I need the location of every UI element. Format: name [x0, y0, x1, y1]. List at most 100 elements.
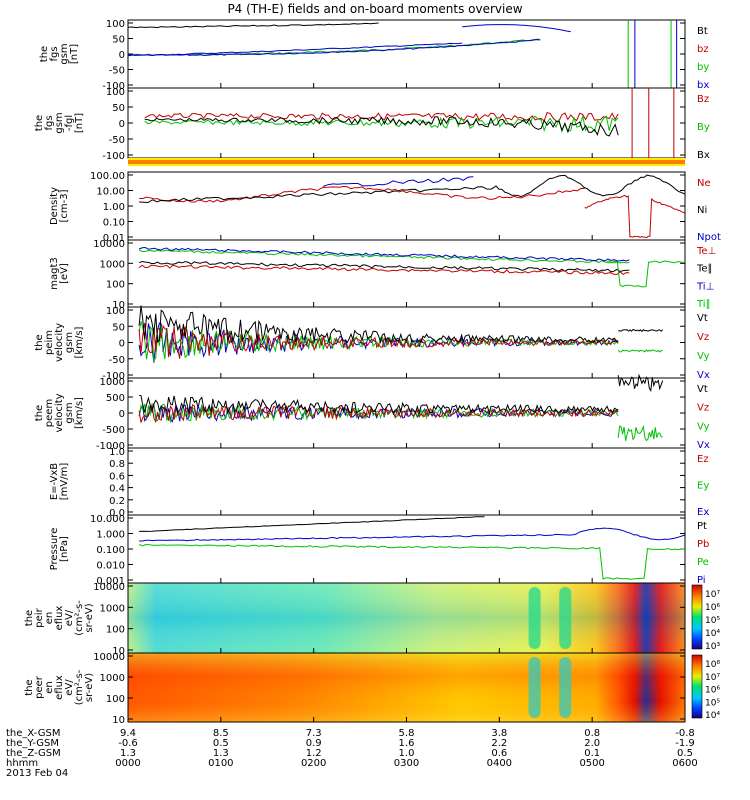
efield-legend-item: Ez — [697, 454, 709, 465]
peim-legend-item: Vy — [697, 351, 710, 362]
density-ytick-label: 0.01 — [103, 233, 125, 244]
peim-ytick-label: -100 — [102, 371, 125, 382]
x-row-value: -1.9 — [675, 738, 695, 749]
pressure-frame — [127, 514, 686, 584]
fgs-ytick-label: 0 — [119, 50, 125, 61]
peer-ylabel: (cm²-s- — [74, 669, 85, 705]
peem-legend-item: Vt — [697, 384, 708, 395]
peir-colorbar — [691, 584, 703, 650]
temp-legend-item: Ti⊥ — [696, 281, 714, 292]
peim-vy-line — [138, 321, 619, 363]
temp-ylabel: [eV] — [59, 263, 70, 284]
panel-pressure: 10.000 1.000 0.100 0.010 0.001 Pressure [nPa] P… — [49, 514, 709, 587]
panel-peem: 1000 500 0 -500 -1000 the peem velocity gsm [km/s… — [34, 373, 710, 452]
panel-efield: 1.00.80.6 0.40.20.0 E=-VxB [mV/m] Ez Ey Ex — [49, 447, 709, 519]
temp-tiperp-line — [138, 246, 630, 262]
peir-colorbar-label: 10⁵ — [705, 616, 720, 626]
plot-date: 2013 Feb 04 — [6, 768, 68, 779]
efield-legend-item: Ex — [697, 507, 709, 518]
pressure-legend-item: Pt — [697, 521, 707, 532]
peim-ytick-label: 0 — [119, 339, 125, 350]
density-npot-line — [322, 176, 474, 187]
peer-band-1 — [559, 657, 572, 718]
fgl-by-line — [144, 115, 619, 134]
panel-peim: 100 50 0 -50 -100 the peim velocity gsm [km/s] Vt V… — [34, 305, 710, 382]
efield-ylabel: E=-VxB — [49, 463, 60, 500]
fgs-legend-item: Bt — [697, 26, 708, 37]
temp-dip-line — [606, 260, 686, 288]
peim-vy-event-line — [617, 349, 663, 353]
peim-ytick-label: 50 — [112, 322, 125, 333]
peem-ylabel: peem — [44, 399, 55, 427]
pressure-legend-item: Pi — [697, 575, 706, 586]
peim-ylabel: the — [34, 334, 45, 350]
temp-ytick-label: 1000 — [100, 259, 125, 270]
peer-ytick-label: 10 — [112, 715, 125, 726]
temp-legend-item: Te⊥ — [696, 246, 716, 257]
panel-fgs: 100 50 0 -50 -100 the fgs gsm [nT] Bt bz by bx — [39, 19, 709, 92]
x-row-value: 0000 — [115, 758, 140, 769]
temp-legend-item: Ti∥ — [696, 299, 711, 310]
density-ne-dip-line — [584, 194, 686, 239]
x-row-value: 1.2 — [306, 748, 322, 759]
peer-ytick-label: 100 — [106, 694, 125, 705]
peer-ylabel: eV/ — [64, 679, 75, 696]
x-row-value: 0.5 — [677, 748, 693, 759]
fgl-legend-item: By — [697, 122, 710, 133]
peer-ylabel: en — [44, 681, 55, 694]
density-ylabel: Density — [49, 187, 60, 225]
peem-vt-line — [138, 394, 619, 415]
peim-ylabel: gsm — [64, 332, 75, 353]
peim-vz-line — [138, 322, 619, 359]
peir-ytick-label: 100 — [106, 625, 125, 636]
density-ylabel: [cm-3] — [59, 189, 70, 222]
temp-legend-item: Te∥ — [696, 264, 713, 275]
x-row-label: the_Z-GSM — [6, 748, 61, 759]
pressure-ytick-label: 10.000 — [90, 514, 125, 525]
density-legend-item: Npot — [697, 232, 721, 243]
peir-colorbar-label: 10⁶ — [705, 603, 720, 613]
x-row-value: 0.6 — [491, 748, 507, 759]
x-row-value: 8.5 — [213, 728, 229, 739]
peir-ytick-label: 10000 — [93, 582, 125, 593]
x-row-value: 1.3 — [120, 748, 136, 759]
panel-peer: 10⁸ 10⁷ 10⁶ 10⁵ 10⁴ 10000 1000 100 10 the peer en ef… — [24, 652, 720, 726]
peir-spectrogram-shade — [128, 583, 685, 653]
fgs-ytick-label: 50 — [112, 35, 125, 46]
fgl-ytick-label: 0 — [119, 119, 125, 130]
peir-ylabel: the — [24, 610, 35, 626]
peir-ylabel: eflux — [54, 606, 65, 631]
peer-colorbar — [691, 654, 703, 719]
panel-fgl: 100 50 0 -50 -100 the fgs gsm -fgl [nT] Bz By Bx — [34, 87, 710, 162]
temp-tepar-line — [138, 260, 630, 273]
x-row-value: 9.4 — [120, 728, 136, 739]
density-ytick-label: 10.00 — [96, 187, 125, 198]
fgl-bx-line — [144, 116, 619, 137]
peem-vz-line — [138, 403, 619, 424]
peim-ytick-label: -50 — [109, 355, 125, 366]
fgl-ytick-label: -100 — [102, 151, 125, 162]
fgs-by-line — [127, 38, 541, 57]
fgs-ylabel: [nT] — [69, 44, 80, 64]
peem-ylabel: the — [34, 405, 45, 421]
density-ni-tail-line — [495, 174, 686, 198]
x-row-value: 1.0 — [399, 748, 415, 759]
fgl-ytick-label: 100 — [106, 87, 125, 98]
x-row-value: 0.5 — [213, 738, 229, 749]
peim-ylabel: [km/s] — [74, 326, 85, 358]
panel-temp: 10000 1000 100 10 magt3 [eV] Te⊥ Te∥ Ti⊥ Ti∥ — [49, 239, 716, 311]
efield-ylabel: [mV/m] — [59, 463, 70, 501]
peem-legend-item: Vy — [697, 421, 710, 432]
temp-tipar-line — [138, 249, 630, 264]
peem-ylabel: [km/s] — [74, 397, 85, 429]
fgs-ytick-label: -100 — [102, 81, 125, 92]
peir-ylabel: peir — [34, 607, 45, 627]
peim-ylabel: peim — [44, 330, 55, 355]
peer-colorbar-label: 10⁶ — [705, 686, 720, 696]
x-row-value: 0100 — [208, 758, 233, 769]
peir-band-1 — [559, 587, 572, 649]
panel-density: 100.00 10.00 1.00 0.10 0.01 Density [cm-3] Ne Ni… — [49, 171, 721, 244]
pressure-pb-line — [139, 527, 686, 542]
fgl-legend-item: Bz — [697, 94, 709, 105]
x-row-label: the_Y-GSM — [6, 738, 59, 749]
